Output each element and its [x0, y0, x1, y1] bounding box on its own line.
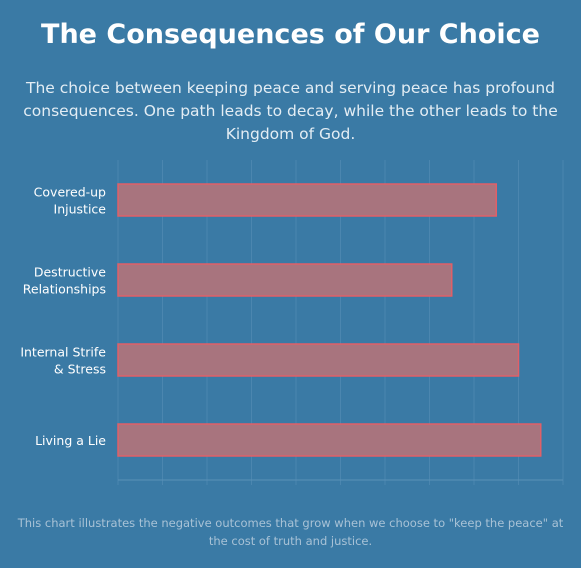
bar: [117, 343, 520, 377]
chart-title: The Consequences of Our Choice: [41, 19, 540, 50]
bar: [117, 423, 542, 457]
chart-subtitle: The choice between keeping peace and ser…: [23, 79, 558, 143]
category-label: Living a Lie: [35, 433, 106, 448]
category-label: Covered-up Injustice: [34, 185, 107, 217]
category-labels: Covered-up Injustice Destructive Relationsh…: [20, 185, 106, 449]
category-label: Destructive Relationships: [23, 265, 107, 297]
category-label: Internal Strife & Stress: [20, 345, 106, 377]
chart-caption: This chart illustrates the negative outc…: [17, 516, 564, 548]
bar-chart: Covered-up Injustice Destructive Relationsh…: [20, 160, 564, 485]
bar: [117, 183, 497, 217]
bars: [117, 183, 542, 457]
bar: [117, 263, 453, 297]
